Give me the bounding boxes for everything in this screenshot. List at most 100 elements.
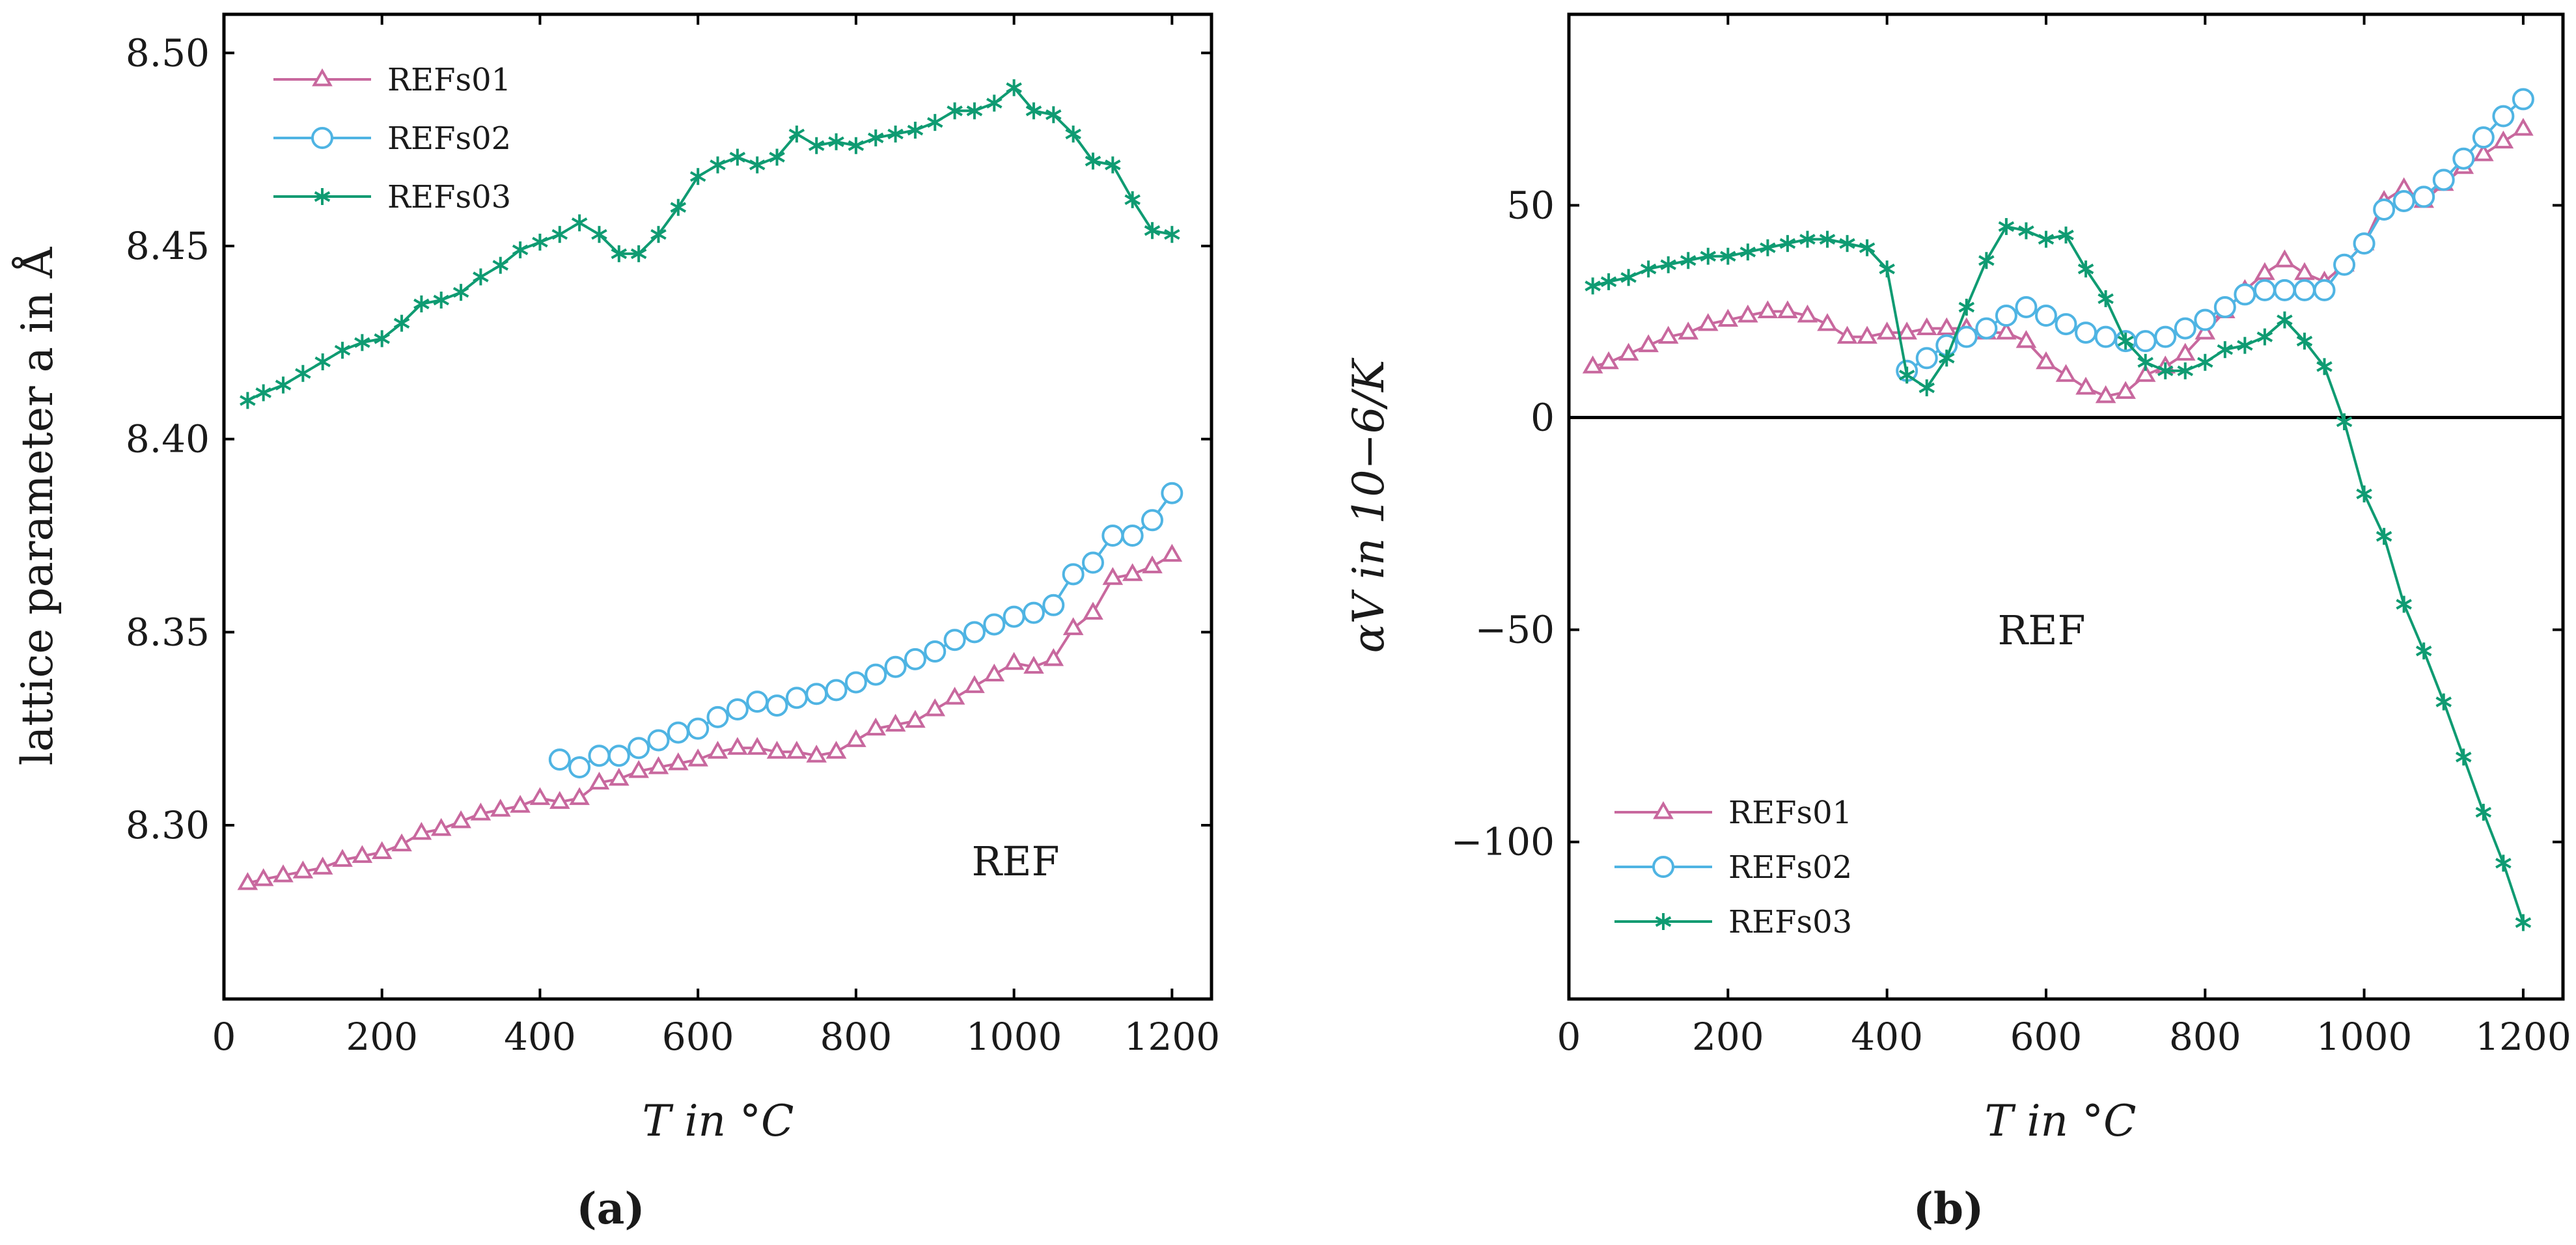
panel-b-y-ticks: −100 −50 0 50 xyxy=(1451,183,2563,864)
data-point-refs01 xyxy=(292,860,314,879)
data-point-refs01 xyxy=(2135,364,2156,382)
data-point-refs01 xyxy=(885,713,906,732)
data-point-refs03 xyxy=(2038,230,2055,248)
data-point-refs01 xyxy=(237,871,258,890)
data-point-refs02 xyxy=(1062,563,1085,586)
data-point-refs03 xyxy=(848,137,865,154)
data-point-refs01 xyxy=(1023,655,1044,674)
data-point-refs03 xyxy=(393,314,410,332)
data-point-refs01 xyxy=(2036,351,2057,370)
data-point-refs03 xyxy=(947,102,963,120)
data-point-refs01 xyxy=(253,868,274,886)
data-point-refs02 xyxy=(1003,605,1025,628)
y-tick-label: −100 xyxy=(1451,820,1555,864)
legend-label-refs03: REFs03 xyxy=(1728,904,1852,940)
data-point-refs03 xyxy=(729,148,746,166)
data-point-refs01 xyxy=(964,675,985,693)
data-point-refs02 xyxy=(2273,279,2296,301)
legend-item-refs03: REFs03 xyxy=(1614,904,1852,940)
data-point-refs03 xyxy=(255,384,271,402)
legend-label-refs01: REFs01 xyxy=(1728,795,1852,831)
panel-a-annotation: REF xyxy=(972,838,1060,885)
data-point-refs02 xyxy=(2333,253,2356,276)
data-point-refs03 xyxy=(1998,218,2015,236)
series-line-refs03 xyxy=(247,85,1172,402)
data-point-refs03 xyxy=(1680,252,1697,269)
panel-b-series xyxy=(1582,88,2534,931)
data-point-refs03 xyxy=(1124,191,1141,208)
data-point-refs03 xyxy=(295,364,311,382)
data-point-refs01 xyxy=(1817,313,1838,331)
data-point-refs02 xyxy=(1141,509,1163,532)
data-point-refs02 xyxy=(1042,594,1065,616)
data-point-refs02 xyxy=(963,621,986,644)
data-point-refs03 xyxy=(1799,230,1816,248)
data-point-refs03 xyxy=(1085,152,1101,170)
data-point-refs03 xyxy=(532,234,548,251)
y-tick-label: 50 xyxy=(1506,183,1555,227)
data-point-refs03 xyxy=(2277,311,2293,329)
data-point-refs01 xyxy=(1638,334,1659,353)
data-point-refs03 xyxy=(240,392,256,409)
data-point-refs02 xyxy=(2075,322,2098,344)
data-point-refs03 xyxy=(2137,353,2154,371)
data-point-refs01 xyxy=(549,791,570,809)
data-point-refs01 xyxy=(1738,305,1758,323)
data-point-refs01 xyxy=(430,817,452,836)
legend-marker-refs02 xyxy=(311,127,333,149)
data-point-refs03 xyxy=(907,122,924,139)
data-point-refs01 xyxy=(1916,317,1937,336)
data-point-refs01 xyxy=(1697,313,1719,331)
data-point-refs03 xyxy=(275,376,292,394)
data-point-refs02 xyxy=(825,679,848,702)
series-refs03 xyxy=(240,79,1180,409)
data-point-refs02 xyxy=(687,717,710,740)
x-tick-label: 0 xyxy=(212,1015,236,1059)
data-point-refs01 xyxy=(450,810,471,828)
data-point-refs03 xyxy=(452,284,469,301)
panel-b-y-axis-label: αV in 10−6/K xyxy=(1344,357,1394,653)
series-line-refs01 xyxy=(1592,128,2524,398)
data-point-refs02 xyxy=(2432,169,2455,191)
data-point-refs03 xyxy=(1144,222,1161,239)
data-point-refs01 xyxy=(1996,322,2017,340)
x-tick-label: 600 xyxy=(2010,1015,2083,1059)
data-point-refs02 xyxy=(785,687,808,709)
y-tick-label: 8.30 xyxy=(126,803,210,847)
panel-b-label: (b) xyxy=(1913,1183,1984,1234)
y-tick-label: 8.40 xyxy=(126,417,210,461)
data-point-refs03 xyxy=(1585,277,1601,295)
data-point-refs03 xyxy=(2018,222,2034,239)
panel-b-plot-frame xyxy=(1567,12,2565,1001)
data-point-refs03 xyxy=(2217,341,2234,359)
data-point-refs03 xyxy=(1779,235,1796,253)
data-point-refs03 xyxy=(1939,349,1955,367)
data-point-refs02 xyxy=(844,671,867,694)
data-point-refs01 xyxy=(352,845,373,863)
panel-a-series xyxy=(237,79,1184,890)
data-point-refs02 xyxy=(2094,325,2117,348)
data-point-refs03 xyxy=(749,156,766,174)
data-point-refs01 xyxy=(727,737,748,755)
data-point-refs03 xyxy=(1819,230,1836,248)
data-point-refs02 xyxy=(548,748,571,771)
data-point-refs03 xyxy=(1898,366,1915,384)
y-tick-label: −50 xyxy=(1475,608,1555,652)
data-point-refs01 xyxy=(924,698,946,717)
legend-label-refs02: REFs02 xyxy=(1728,849,1852,886)
data-point-refs02 xyxy=(884,655,907,678)
data-point-refs02 xyxy=(1022,601,1045,624)
data-point-refs03 xyxy=(2117,333,2134,350)
panel-b-x-ticks: 0 200 400 600 800 1000 1200 xyxy=(1557,14,2571,1059)
data-point-refs01 xyxy=(2075,376,2096,395)
x-tick-label: 1200 xyxy=(2475,1015,2571,1059)
data-point-refs03 xyxy=(2197,353,2213,371)
data-point-refs02 xyxy=(1975,317,1998,340)
data-point-refs01 xyxy=(391,833,412,852)
data-point-refs02 xyxy=(2373,198,2396,221)
data-point-refs02 xyxy=(924,640,947,663)
data-point-refs01 xyxy=(2015,330,2037,348)
data-point-refs02 xyxy=(628,737,650,759)
legend-marker-refs02 xyxy=(1652,856,1674,878)
series-refs01 xyxy=(237,543,1183,890)
